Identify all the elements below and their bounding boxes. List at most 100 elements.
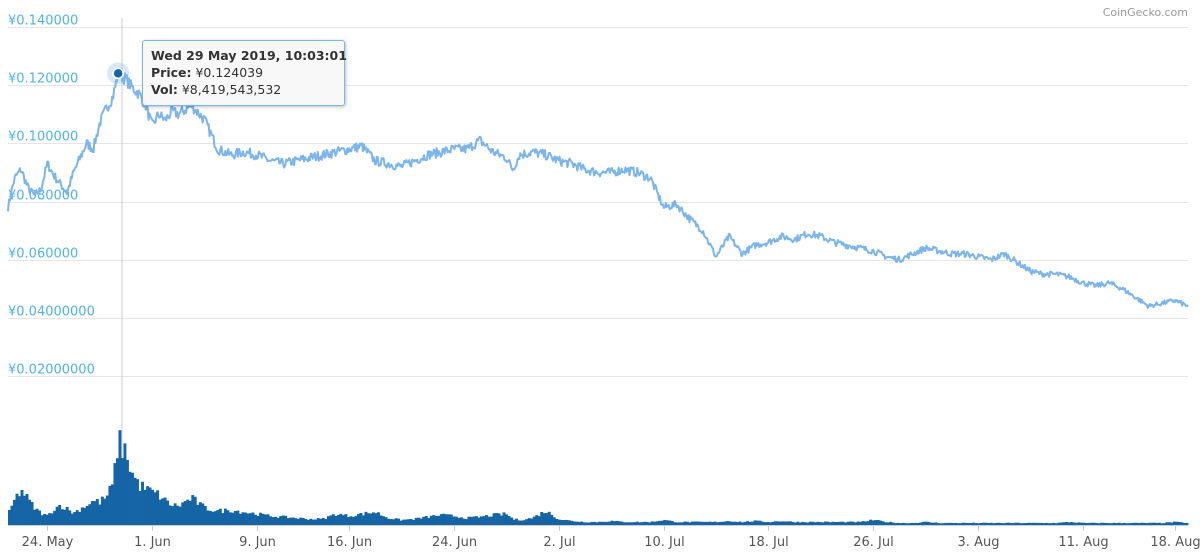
volume-bar <box>178 506 182 525</box>
volume-bar <box>341 515 345 525</box>
volume-bar <box>1059 522 1063 525</box>
volume-bar <box>542 513 546 525</box>
volume-bar <box>638 522 642 525</box>
volume-bar <box>987 523 991 525</box>
volume-bar <box>186 499 190 525</box>
volume-bar <box>379 515 383 525</box>
volume-bar <box>726 521 729 525</box>
volume-bar <box>10 505 14 525</box>
volume-bar <box>537 516 541 525</box>
volume-bar <box>63 509 67 525</box>
volume-bar <box>841 521 845 525</box>
volume-bar <box>648 522 652 525</box>
volume-bar <box>768 522 772 525</box>
volume-bar <box>221 513 225 525</box>
volume-bar <box>813 522 817 525</box>
tooltip-price-value: ¥0.124039 <box>195 65 264 80</box>
volume-bar <box>653 521 657 525</box>
volume-bar <box>1017 522 1021 525</box>
volume-bar <box>156 490 160 525</box>
volume-bar <box>1162 523 1166 525</box>
y-tick-label: ¥0.080000 <box>8 189 78 204</box>
volume-bar <box>570 520 574 525</box>
volume-bar <box>485 515 488 525</box>
volume-bar <box>1132 522 1136 525</box>
x-tick-label: 18. Jul <box>748 535 789 550</box>
volume-bar <box>15 493 19 525</box>
volume-bar <box>984 522 988 525</box>
volume-bar <box>580 521 584 525</box>
volume-bar <box>271 517 275 525</box>
volume-bar <box>289 517 293 525</box>
volume-bar <box>1157 522 1161 525</box>
volume-bar <box>741 522 745 525</box>
credit-text[interactable]: CoinGecko.com <box>1103 6 1188 19</box>
volume-bar <box>557 519 561 525</box>
volume-bar <box>254 514 257 525</box>
volume-bar <box>592 521 596 525</box>
volume-bar <box>442 513 446 525</box>
volume-bar <box>299 517 303 525</box>
volume-bar <box>1097 523 1101 525</box>
volume-bar <box>952 523 955 525</box>
volume-bar <box>1120 523 1124 525</box>
volume-bar <box>208 510 212 525</box>
volume-bar <box>710 522 714 525</box>
highlight-marker[interactable] <box>112 67 124 80</box>
volume-bar <box>532 516 536 525</box>
volume-bar <box>1002 523 1006 525</box>
x-tick-label: 24. May <box>22 535 74 550</box>
volume-bar <box>826 521 830 525</box>
volume-bar <box>321 518 325 525</box>
volume-bar <box>854 522 857 525</box>
volume-bar <box>1130 523 1134 525</box>
volume-bar <box>1160 523 1164 525</box>
volume-bar <box>1117 522 1121 525</box>
volume-bar <box>723 521 727 525</box>
volume-bar <box>670 520 674 525</box>
volume-bar <box>582 522 586 525</box>
volume-bar <box>881 521 885 525</box>
volume-bar <box>153 492 157 525</box>
volume-bar <box>1182 523 1186 525</box>
volume-bar <box>70 513 74 525</box>
volume-bar <box>53 510 57 525</box>
volume-bar <box>808 521 812 525</box>
volume-bar <box>143 489 147 525</box>
volume-bar <box>708 521 712 525</box>
volume-bar <box>490 516 493 525</box>
volume-bar <box>673 522 677 525</box>
volume-bar <box>113 463 117 525</box>
y-tick-label: ¥0.02000000 <box>8 363 95 378</box>
volume-bar <box>901 522 905 525</box>
x-tick-label: 10. Jul <box>644 535 685 550</box>
volume-bar <box>1047 523 1051 525</box>
volume-bar <box>133 477 137 525</box>
volume-bar <box>771 521 775 525</box>
volume-bar <box>95 499 99 525</box>
volume-bar <box>1014 522 1018 525</box>
x-tick-label: 11. Aug <box>1058 535 1108 550</box>
volume-bar <box>314 519 318 525</box>
volume-bar <box>394 518 398 525</box>
volume-bar <box>884 522 888 525</box>
volume-bar <box>269 516 273 525</box>
volume-bar <box>1127 523 1131 525</box>
volume-bar <box>103 498 107 525</box>
volume-bar <box>294 518 298 525</box>
volume-bar <box>515 518 519 525</box>
volume-bar <box>1125 523 1129 525</box>
volume-bar <box>821 522 825 525</box>
volume-bar <box>934 522 938 525</box>
volume-bar <box>422 516 426 525</box>
volume-bar <box>68 510 72 525</box>
volume-bar <box>590 521 594 525</box>
volume-bar <box>432 515 436 525</box>
volume-bar <box>839 521 842 525</box>
volume-bar <box>83 507 87 525</box>
x-tick-label: 9. Jun <box>239 535 276 550</box>
tooltip-price-label: Price: <box>151 65 192 80</box>
volume-bar <box>20 489 24 525</box>
volume-bar <box>600 521 604 525</box>
volume-bar <box>1105 523 1109 525</box>
